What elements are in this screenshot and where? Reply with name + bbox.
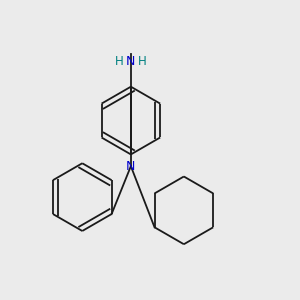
Text: H: H [138, 55, 146, 68]
Text: N: N [126, 55, 136, 68]
Text: N: N [126, 160, 136, 173]
Text: H: H [115, 55, 124, 68]
